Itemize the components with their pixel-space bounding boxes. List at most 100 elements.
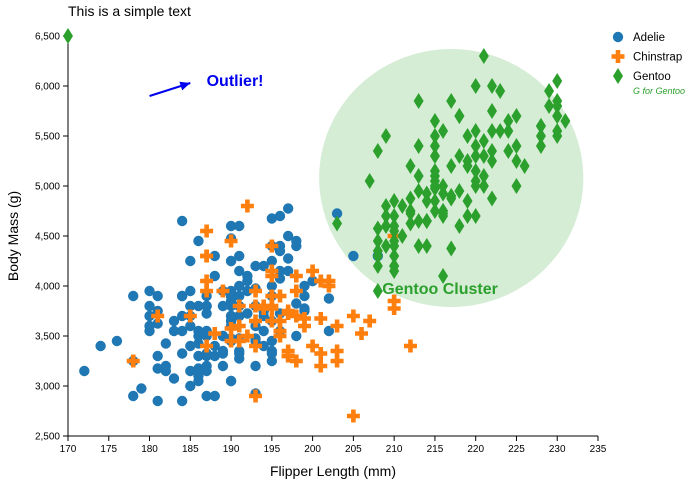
chinstrap-point — [346, 309, 360, 323]
gentoo-point — [511, 178, 522, 194]
legend-marker-gentoo — [613, 68, 623, 84]
gentoo-cluster-ellipse — [319, 49, 584, 307]
x-tick-label: 210 — [386, 444, 403, 455]
adelie-point — [95, 340, 106, 352]
adelie-point — [185, 285, 196, 297]
gentoo-point — [462, 153, 473, 169]
gentoo-point — [454, 218, 465, 234]
adelie-point — [258, 260, 269, 272]
gentoo-point — [454, 148, 465, 164]
gentoo-point — [381, 218, 391, 234]
series-gentoo — [63, 28, 571, 299]
chinstrap-point — [249, 389, 263, 403]
adelie-point — [274, 245, 286, 257]
adelie-point — [136, 383, 147, 394]
gentoo-point — [478, 148, 489, 164]
adelie-point — [193, 350, 204, 362]
gentoo-point — [535, 128, 546, 144]
gentoo-point — [389, 218, 400, 234]
adelie-point — [266, 255, 278, 267]
gentoo-point — [446, 93, 457, 109]
x-tick-label: 230 — [549, 444, 566, 455]
annotations: Outlier! Gentoo Cluster — [149, 73, 498, 298]
legend-item-gentoo: Gentoo — [613, 68, 671, 84]
adelie-point — [185, 320, 196, 332]
adelie-point — [209, 340, 220, 352]
adelie-point — [225, 295, 237, 307]
adelie-point — [160, 338, 172, 349]
adelie-point — [160, 365, 172, 377]
adelie-point — [258, 310, 269, 322]
gentoo-point — [495, 83, 506, 99]
adelie-point — [234, 348, 245, 359]
gentoo-point — [429, 168, 440, 184]
adelie-point — [291, 235, 302, 247]
gentoo-point — [560, 113, 571, 129]
adelie-point — [193, 363, 204, 374]
adelie-point — [176, 215, 188, 227]
adelie-point — [291, 330, 302, 342]
adelie-point — [291, 298, 302, 309]
adelie-point — [258, 340, 269, 352]
gentoo-point — [421, 185, 432, 202]
chinstrap-point — [257, 299, 271, 313]
gentoo-point — [511, 138, 522, 154]
adelie-point — [176, 395, 188, 407]
y-tick-label: 4,500 — [35, 232, 60, 243]
gentoo-point — [429, 113, 440, 129]
adelie-point — [234, 310, 245, 322]
chinstrap-point — [346, 409, 360, 423]
gentoo-point — [519, 158, 530, 174]
adelie-point — [144, 285, 155, 297]
gentoo-point — [462, 128, 473, 144]
adelie-point — [266, 335, 278, 347]
adelie-point — [242, 270, 253, 282]
adelie-point — [217, 348, 229, 359]
chinstrap-point — [126, 354, 140, 368]
adelie-point — [274, 265, 286, 277]
gentoo-point — [544, 98, 555, 114]
adelie-point — [111, 335, 123, 347]
adelie-point — [128, 390, 139, 402]
adelie-point — [242, 308, 253, 319]
chinstrap-point — [224, 322, 238, 335]
adelie-point — [234, 265, 245, 277]
adelie-point — [307, 275, 318, 287]
chinstrap-point — [297, 312, 311, 325]
y-tick-label: 3,500 — [35, 332, 60, 343]
x-tick-label: 180 — [141, 444, 158, 455]
adelie-point — [201, 365, 212, 377]
x-tick-label: 215 — [427, 444, 444, 455]
gentoo-point — [389, 258, 400, 274]
adelie-point — [193, 300, 204, 312]
chinstrap-point — [314, 312, 328, 325]
chinstrap-point — [306, 264, 320, 278]
gentoo-point — [487, 78, 497, 94]
chinstrap-point — [363, 314, 377, 328]
gentoo-point — [389, 238, 400, 254]
x-tick-label: 175 — [100, 444, 117, 455]
adelie-point — [144, 325, 155, 337]
gentoo-point — [478, 48, 489, 64]
gentoo-point — [478, 168, 489, 184]
chinstrap-point — [224, 234, 238, 248]
adelie-point — [168, 325, 180, 337]
gentoo-point — [405, 190, 416, 207]
adelie-point — [225, 315, 237, 327]
gentoo-point — [511, 153, 522, 169]
y-tick-label: 3,000 — [35, 382, 60, 393]
adelie-point — [266, 345, 278, 357]
gentoo-point — [544, 83, 555, 99]
gentoo-point — [429, 128, 440, 144]
gentoo-point — [413, 168, 424, 184]
y-tick-label: 2,500 — [35, 432, 60, 443]
adelie-point — [234, 220, 245, 232]
adelie-point — [176, 310, 188, 322]
gentoo-point — [552, 73, 563, 89]
adelie-point — [242, 285, 253, 297]
gentoo-point — [413, 238, 424, 254]
legend-marker-chinstrap — [611, 50, 625, 63]
chinstrap-point — [330, 319, 344, 333]
chinstrap-point — [306, 339, 320, 353]
gentoo-point — [552, 93, 563, 109]
